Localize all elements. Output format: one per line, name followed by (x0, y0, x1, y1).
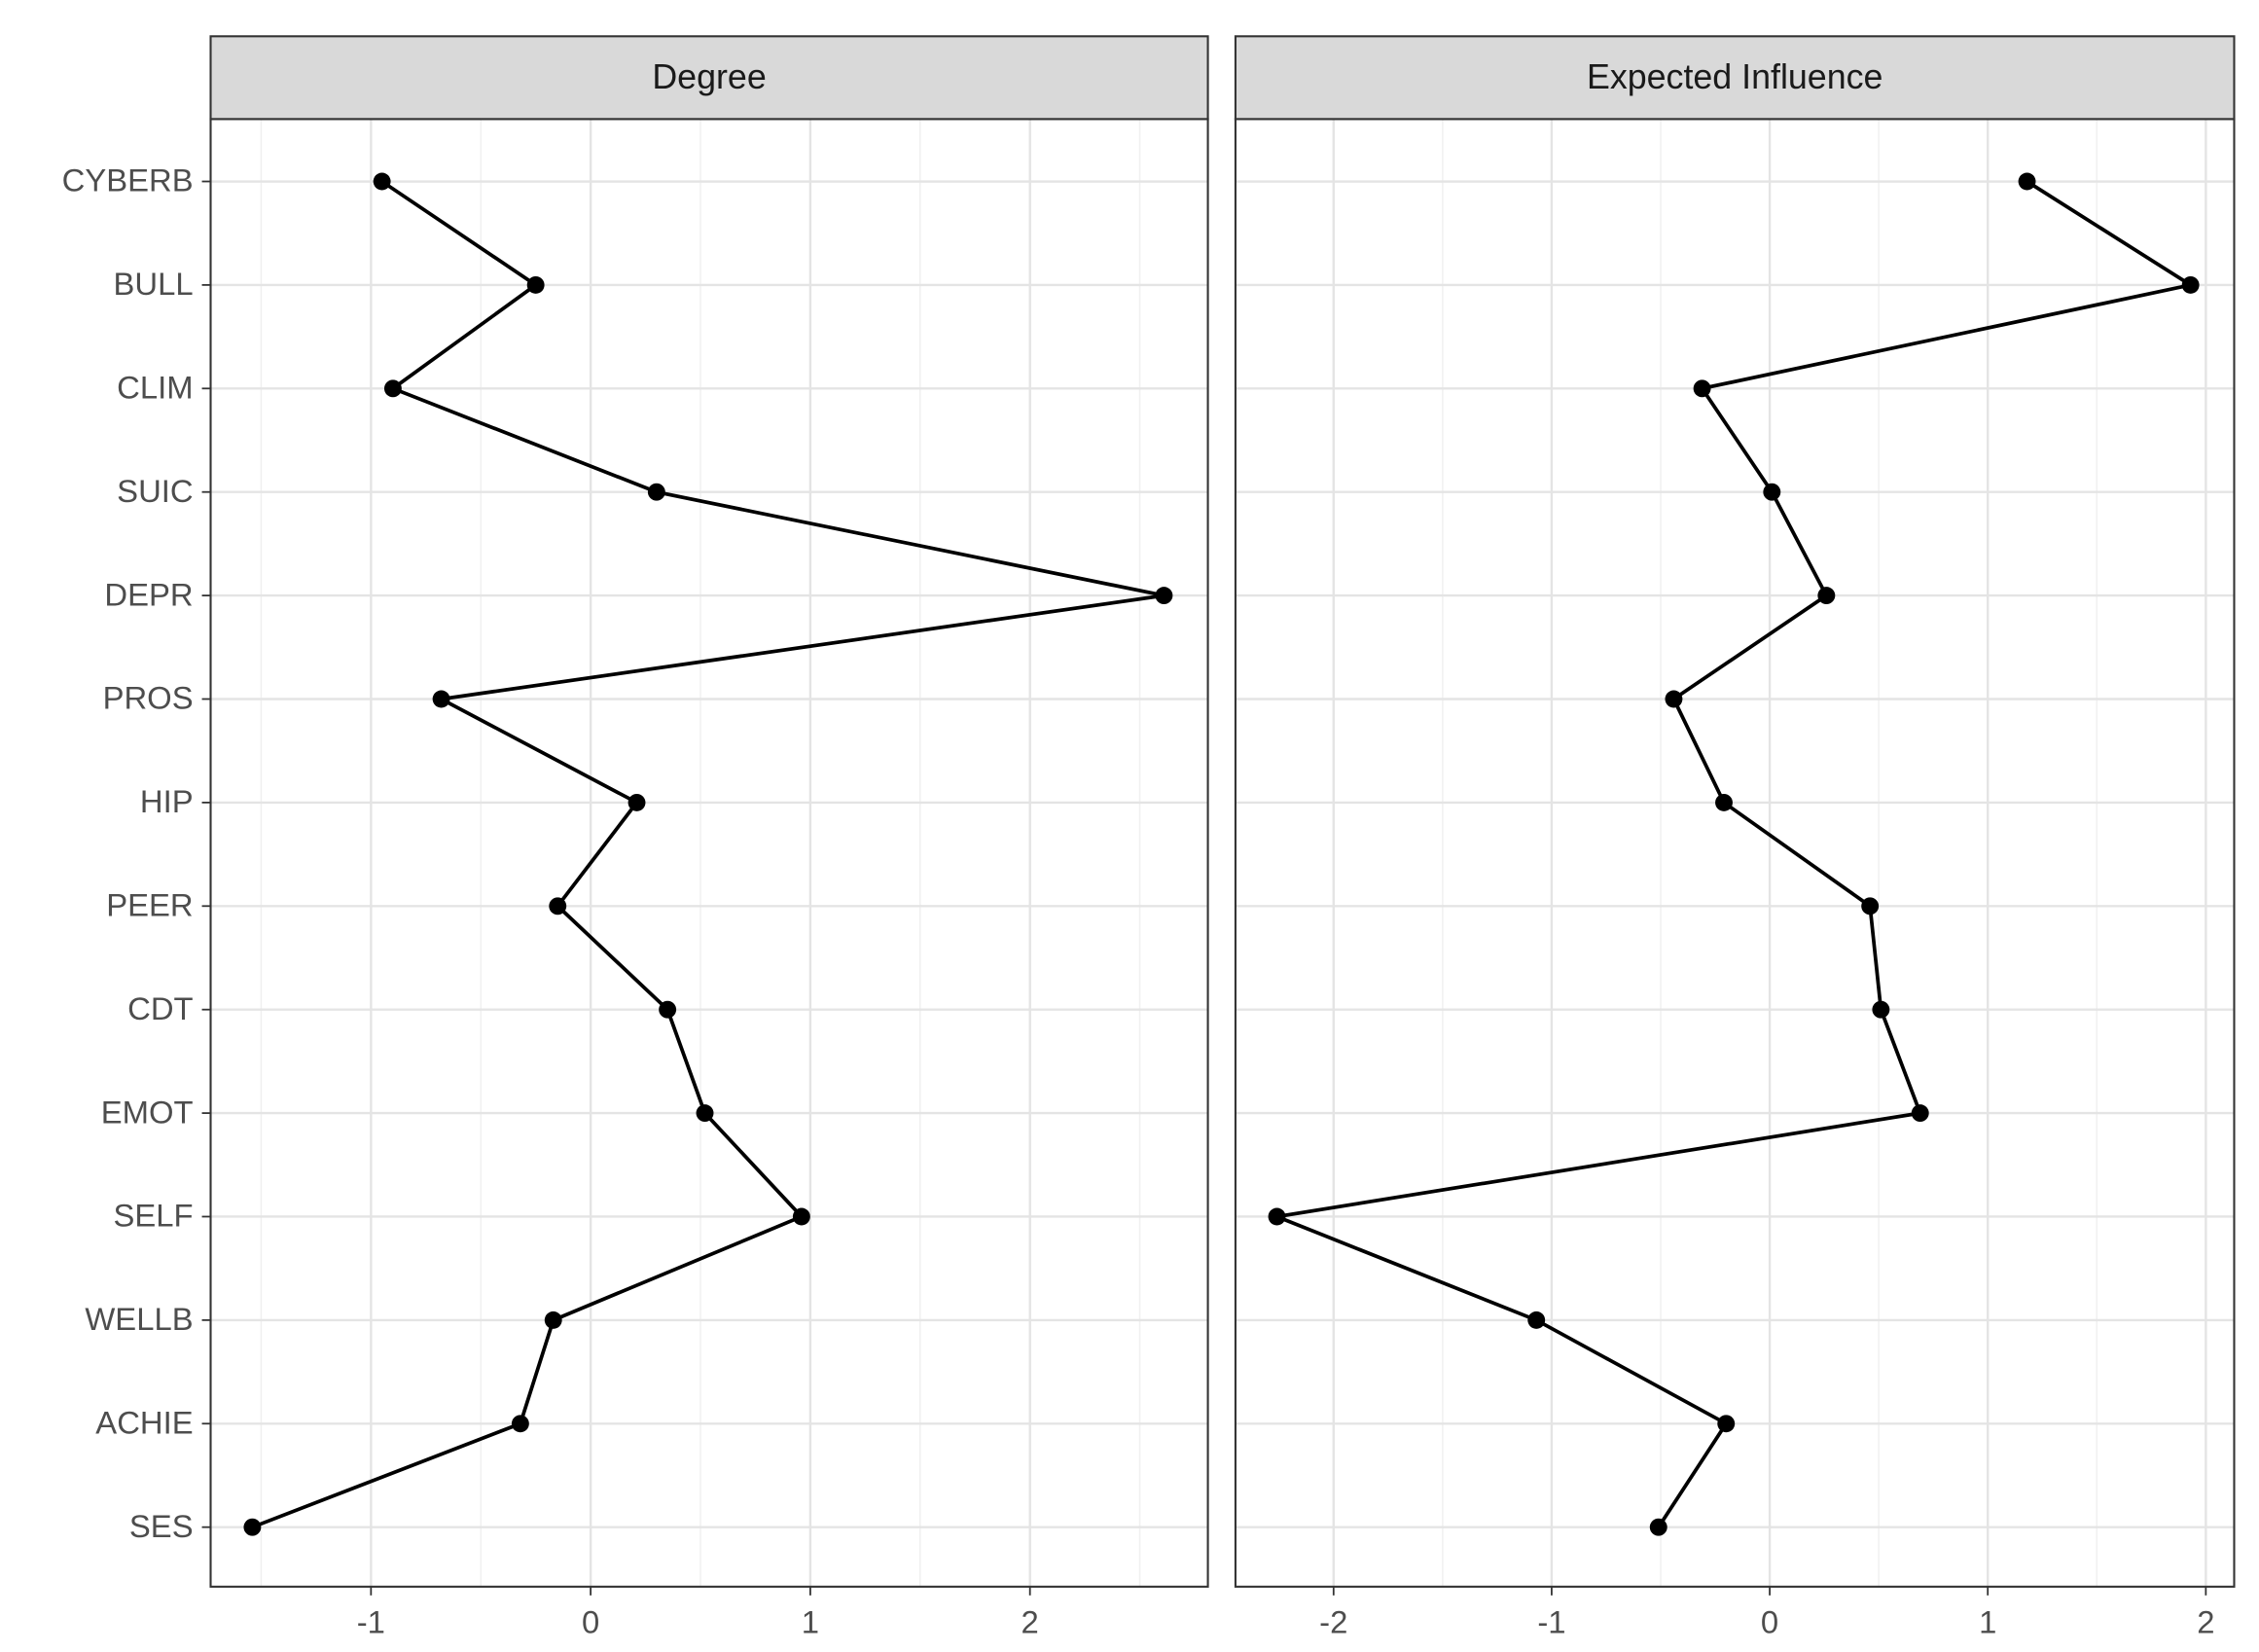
y-tick-label: CDT (127, 990, 193, 1026)
point (1911, 1104, 1929, 1123)
x-tick-label: -2 (1319, 1603, 1347, 1639)
x-tick-label: -1 (357, 1603, 385, 1639)
point (373, 172, 391, 191)
point (2018, 172, 2036, 191)
point (792, 1207, 810, 1226)
y-tick-label: PROS (103, 680, 194, 716)
point (511, 1415, 529, 1433)
point (383, 379, 402, 398)
point (549, 897, 567, 916)
x-tick-label: 0 (582, 1603, 599, 1639)
y-tick-label: SES (129, 1508, 194, 1544)
point (432, 690, 450, 708)
point (1527, 1311, 1546, 1329)
y-tick-label: DEPR (104, 576, 193, 612)
point (1817, 587, 1836, 605)
y-tick-label: SELF (114, 1198, 194, 1234)
y-tick-label: PEER (106, 886, 193, 922)
x-tick-label: -1 (1537, 1603, 1565, 1639)
point (647, 483, 665, 501)
point (1715, 793, 1733, 811)
point (1268, 1207, 1286, 1226)
strip (1234, 35, 2236, 121)
y-tick-label: ACHIE (95, 1404, 193, 1440)
y-tick-label: BULL (114, 266, 194, 302)
x-tick-label: 1 (1979, 1603, 1996, 1639)
point (1861, 897, 1880, 916)
x-tick-label: 0 (1761, 1603, 1778, 1639)
point (2181, 275, 2200, 294)
panel-background (210, 119, 1208, 1587)
strip-title: Degree (652, 57, 766, 96)
point (526, 275, 545, 294)
point (1872, 1000, 1890, 1019)
x-tick-label: 2 (2197, 1603, 2214, 1639)
y-tick-label: CYBERB (62, 162, 194, 198)
point (1649, 1518, 1667, 1536)
line (251, 179, 1165, 1529)
point (696, 1104, 714, 1123)
line (1270, 179, 2196, 1528)
point (544, 1311, 562, 1329)
y-tick-label: CLIM (117, 369, 193, 405)
point (1665, 690, 1683, 708)
y-tick-label: SUIC (117, 473, 193, 509)
panel-background (1235, 119, 2235, 1587)
y-tick-label: HIP (140, 783, 194, 819)
point (1763, 483, 1781, 501)
point (1693, 379, 1711, 398)
y-tick-label: EMOT (101, 1094, 194, 1130)
point (659, 1000, 677, 1019)
x-tick-label: 2 (1022, 1603, 1039, 1639)
point (243, 1518, 262, 1536)
x-tick-label: 1 (802, 1603, 819, 1639)
strip (209, 35, 1209, 121)
point (1155, 587, 1173, 605)
point (1717, 1415, 1736, 1433)
strip-title: Expected Influence (1587, 57, 1882, 96)
y-tick-label: WELLB (85, 1301, 193, 1337)
point (628, 793, 646, 811)
